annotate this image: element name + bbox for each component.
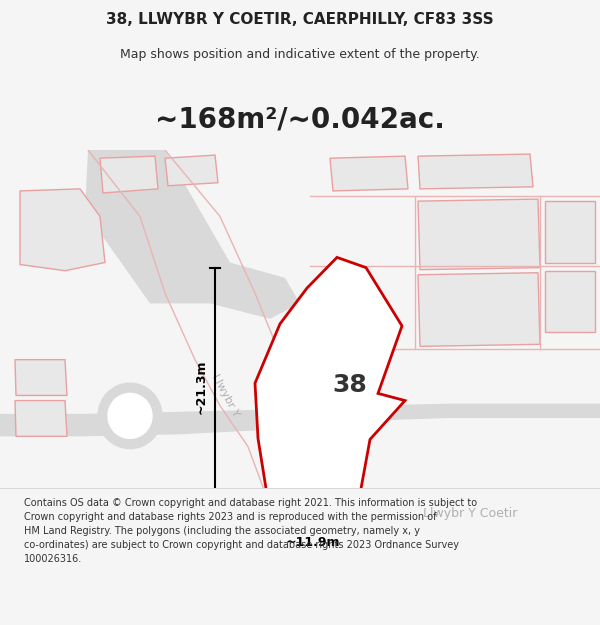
Polygon shape bbox=[418, 272, 540, 346]
Polygon shape bbox=[0, 404, 600, 436]
Polygon shape bbox=[418, 199, 540, 269]
Polygon shape bbox=[15, 401, 67, 436]
Polygon shape bbox=[285, 357, 358, 424]
Polygon shape bbox=[165, 155, 218, 186]
Polygon shape bbox=[15, 518, 102, 554]
Text: ~168m²/~0.042ac.: ~168m²/~0.042ac. bbox=[155, 105, 445, 133]
Text: ~11.9m: ~11.9m bbox=[285, 536, 340, 549]
Text: ~21.3m: ~21.3m bbox=[194, 359, 208, 414]
Polygon shape bbox=[15, 359, 67, 396]
Polygon shape bbox=[255, 258, 405, 505]
Polygon shape bbox=[85, 150, 300, 319]
Polygon shape bbox=[330, 156, 408, 191]
Text: 38: 38 bbox=[332, 373, 367, 397]
Text: Contains OS data © Crown copyright and database right 2021. This information is : Contains OS data © Crown copyright and d… bbox=[24, 499, 477, 564]
Circle shape bbox=[98, 383, 162, 449]
Polygon shape bbox=[525, 564, 595, 600]
Polygon shape bbox=[418, 154, 533, 189]
Text: 38, LLWYBR Y COETIR, CAERPHILLY, CF83 3SS: 38, LLWYBR Y COETIR, CAERPHILLY, CF83 3S… bbox=[106, 12, 494, 27]
Polygon shape bbox=[545, 271, 595, 332]
Polygon shape bbox=[20, 189, 105, 271]
Polygon shape bbox=[310, 564, 408, 600]
Text: Map shows position and indicative extent of the property.: Map shows position and indicative extent… bbox=[120, 48, 480, 61]
Polygon shape bbox=[100, 156, 158, 193]
Polygon shape bbox=[415, 564, 518, 600]
Text: Llwybr Y Coetir: Llwybr Y Coetir bbox=[423, 507, 517, 519]
Circle shape bbox=[108, 393, 152, 438]
Text: Llwybr Y: Llwybr Y bbox=[209, 372, 241, 419]
Polygon shape bbox=[545, 201, 595, 262]
Polygon shape bbox=[15, 564, 102, 600]
